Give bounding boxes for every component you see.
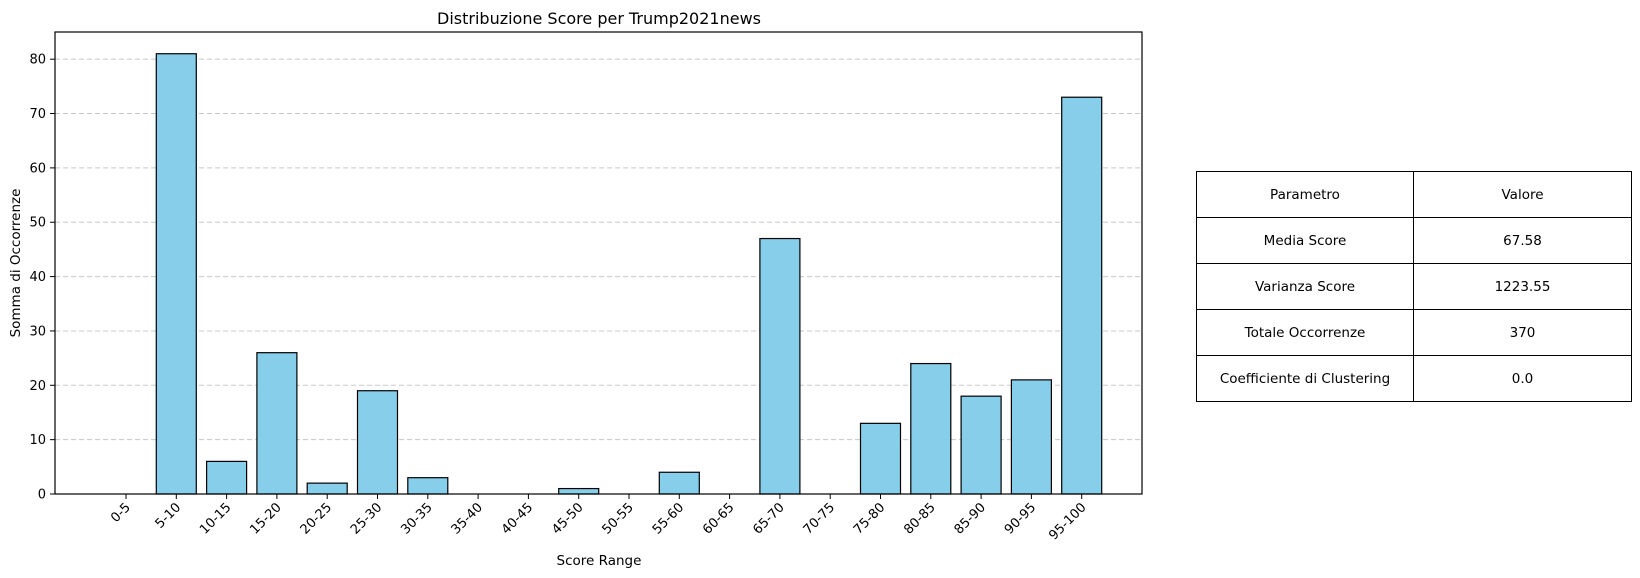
table-header-cell: Valore xyxy=(1413,171,1632,218)
x-tick-label: 80-85 xyxy=(901,500,938,537)
x-tick-label: 95-100 xyxy=(1046,500,1089,543)
y-tick-label: 0 xyxy=(38,488,46,503)
x-tick-label: 45-50 xyxy=(549,500,586,537)
x-tick-label: 20-25 xyxy=(298,500,335,537)
table-cell: Coefficiente di Clustering xyxy=(1196,355,1414,402)
y-tick-label: 40 xyxy=(29,270,46,285)
x-tick-label: 75-80 xyxy=(851,500,888,537)
x-axis-label: Score Range xyxy=(557,553,642,569)
table-header-row: Parametro Valore xyxy=(1196,171,1632,218)
x-tick-label: 50-55 xyxy=(600,500,637,537)
table-row: Totale Occorrenze 370 xyxy=(1196,309,1632,356)
x-tick-label: 90-95 xyxy=(1002,500,1039,537)
stats-table: Parametro Valore Media Score 67.58 Varia… xyxy=(1196,171,1632,402)
x-tick-label: 70-75 xyxy=(801,500,838,537)
x-tick-label: 5-10 xyxy=(153,500,184,531)
bar-55-60 xyxy=(658,471,700,495)
table-cell: Varianza Score xyxy=(1196,263,1414,310)
bar-90-95 xyxy=(1010,379,1053,495)
x-tick-label: 55-60 xyxy=(650,500,687,537)
x-tick-label: 25-30 xyxy=(348,500,385,537)
bar-chart: Distribuzione Score per Trump2021news 0 1… xyxy=(8,9,1143,569)
table-cell: 1223.55 xyxy=(1413,263,1632,310)
x-tick-label: 40-45 xyxy=(499,500,536,537)
y-tick-label: 20 xyxy=(29,379,46,394)
x-tick-label: 15-20 xyxy=(247,500,284,537)
table-cell: Media Score xyxy=(1196,217,1414,264)
x-tick-label: 30-35 xyxy=(398,500,435,537)
plot-area-frame xyxy=(54,31,1143,495)
table-row: Media Score 67.58 xyxy=(1196,217,1632,264)
y-axis-label: Somma di Occorrenze xyxy=(8,189,24,338)
x-tick-label: 60-65 xyxy=(700,500,737,537)
table-header-cell: Parametro xyxy=(1196,171,1414,218)
bar-65-70 xyxy=(759,237,801,495)
y-axis-ticks: 0 10 20 30 40 50 60 70 80 xyxy=(29,53,55,503)
table-cell: 0.0 xyxy=(1413,355,1632,402)
bar-80-85 xyxy=(910,362,952,495)
y-tick-label: 30 xyxy=(29,324,46,339)
y-tick-label: 80 xyxy=(29,53,46,68)
y-tick-label: 10 xyxy=(29,433,46,448)
bar-25-30 xyxy=(356,390,399,495)
table-cell: 370 xyxy=(1413,309,1632,356)
table-cell: Totale Occorrenze xyxy=(1196,309,1414,356)
table-cell: 67.58 xyxy=(1413,217,1632,264)
bar-20-25 xyxy=(306,482,348,495)
bar-30-35 xyxy=(407,477,449,495)
x-tick-label: 10-15 xyxy=(197,500,234,537)
x-tick-label: 65-70 xyxy=(750,500,787,537)
bar-95-100 xyxy=(1061,96,1103,495)
x-tick-label: 35-40 xyxy=(449,500,486,537)
bar-45-50 xyxy=(558,487,600,495)
bar-10-15 xyxy=(206,460,248,495)
y-tick-label: 60 xyxy=(29,161,46,176)
table-row: Coefficiente di Clustering 0.0 xyxy=(1196,355,1632,402)
bar-15-20 xyxy=(256,352,298,495)
bar-5-10 xyxy=(155,53,197,495)
x-axis-ticks: 0-5 5-10 10-15 15-20 20-25 25-30 30-35 35-40 40-… xyxy=(108,494,1090,543)
bar-85-90 xyxy=(960,395,1002,495)
y-tick-label: 70 xyxy=(29,107,46,122)
bars xyxy=(155,53,1103,495)
x-tick-label: 0-5 xyxy=(108,500,134,526)
bar-75-80 xyxy=(859,422,902,495)
x-tick-label: 85-90 xyxy=(952,500,989,537)
table-row: Varianza Score 1223.55 xyxy=(1196,263,1632,310)
y-tick-label: 50 xyxy=(29,216,46,231)
chart-title: Distribuzione Score per Trump2021news xyxy=(437,9,761,28)
